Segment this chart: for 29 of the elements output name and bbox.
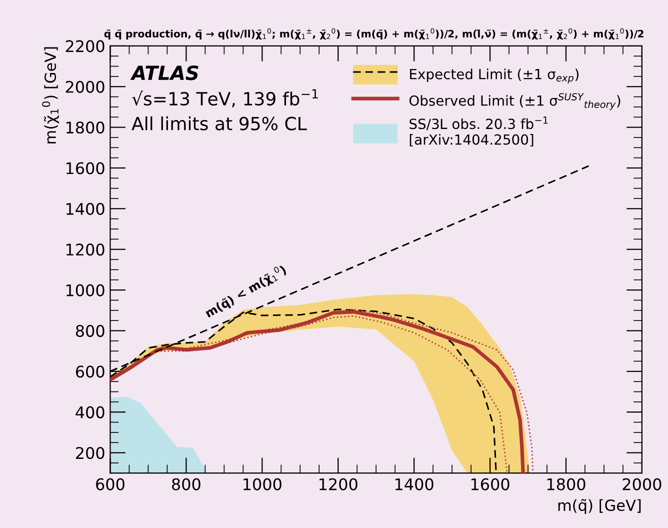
y-tick-label: 1000 [66, 284, 104, 296]
y-tick-label: 1200 [66, 244, 104, 256]
x-tick-label: 1400 [395, 478, 434, 490]
y-tick-label: 200 [76, 446, 104, 460]
chart-title: q̃ q̃ production, q̃ → q(lν/ll)χ̃$_{1}$$^{0}$; m(χ̃$_{1}$$^{±}$, χ̃$_{2}$$^{0}$) = (m(q̃) + m(χ̃$_{1}$$^{0}$))/2, m(l̃,ν̃) = (m(χ̃$_{1}$$^{±}$, χ̃$_{2}$$^{0}$) + m(χ̃$_{1}$$^{0}$))/2 [104, 28, 644, 40]
y-tick-label: 1800 [66, 122, 104, 134]
legend-label: Expected Limit (±1 σ$_{exp}$) [410, 68, 579, 84]
y-tick-label: 400 [76, 406, 104, 418]
y-tick-label: 600 [76, 366, 104, 378]
x-tick-label: 1600 [471, 478, 510, 490]
x-axis-title: m(q̃) [GeV] [558, 498, 641, 514]
x-tick-label: 800 [172, 478, 200, 490]
y-tick-label: 1600 [66, 162, 104, 174]
annotation: All limits at 95% CL [132, 116, 307, 130]
x-tick-label: 1200 [320, 478, 358, 490]
x-tick-label: 1800 [547, 478, 586, 490]
x-tick-label: 1000 [244, 478, 282, 490]
y-tick-label: 2200 [66, 40, 104, 52]
y-axis-title: m(χ̃$_{1}$$^{0}$) [GeV] [42, 47, 60, 144]
legend-label: Observed Limit (±1 σ$^{SUSY}$$_{theory}$) [409, 93, 620, 110]
annotation: √s=13 TeV, 139 fb$^{−1}$ [132, 89, 318, 108]
annotation: ATLAS [130, 66, 198, 80]
x-tick-label: 600 [96, 478, 124, 490]
x-tick-label: 2000 [622, 478, 662, 490]
annotation: m(q̃) < m(χ̃$_{1}$$^{0}$) [204, 263, 288, 320]
y-tick-label: 2000 [66, 80, 104, 93]
y-tick-label: 800 [76, 324, 104, 337]
legend-label: SS/3L obs. 20.3 fb$^{−1}$ [arXiv:1404.2500] [410, 116, 548, 146]
y-tick-label: 1400 [66, 202, 104, 215]
